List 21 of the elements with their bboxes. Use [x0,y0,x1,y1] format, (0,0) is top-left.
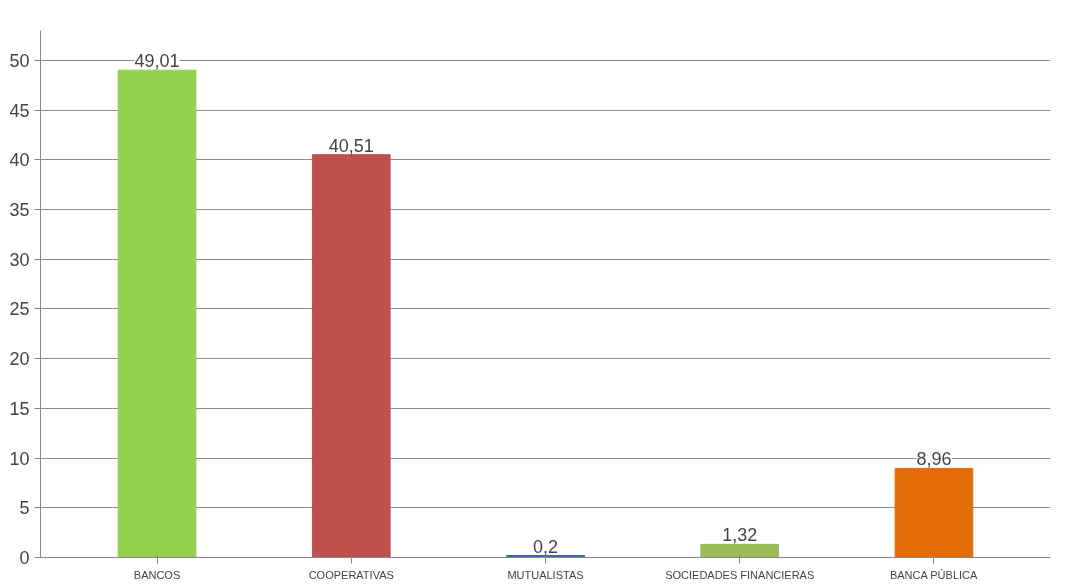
x-tick-label: BANCA PÚBLICA [889,568,979,581]
y-tick-label: 20 [9,349,30,370]
y-tick-label: 50 [9,50,30,71]
data-label: 40,51 [328,135,374,156]
data-label: 8,96 [916,449,952,470]
y-tick-label: 10 [9,448,30,469]
y-tick-label: 35 [9,199,30,220]
data-label: 49,01 [134,51,180,72]
y-tick-label: 5 [19,498,30,519]
y-tick-label: 45 [9,100,30,121]
y-tick-label: 30 [9,249,30,270]
x-tick-label: MUTUALISTAS [507,568,584,581]
data-label: 0,2 [532,536,559,557]
y-tick-label: 25 [9,299,30,320]
x-tick-label: BANCOS [133,568,181,581]
data-label: 1,32 [722,525,758,546]
y-tick-label: 0 [19,548,30,568]
y-tick-label: 40 [9,150,30,171]
x-tick-label: COOPERATIVAS [308,568,394,581]
x-tick-label: SOCIEDADES FINANCIERAS [665,568,815,581]
y-tick-label: 15 [9,398,30,419]
